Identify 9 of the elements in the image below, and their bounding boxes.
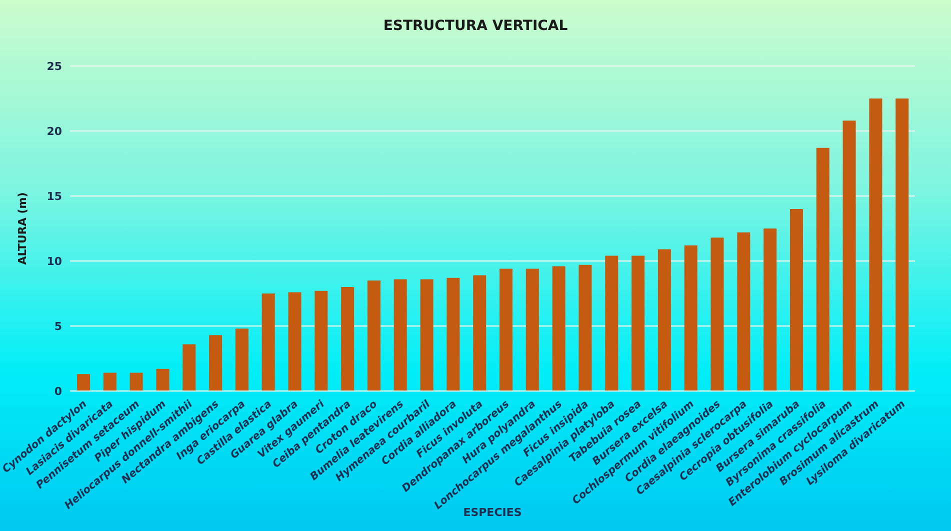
y-tick-label: 20 [46,124,62,138]
chart-title: ESTRUCTURA VERTICAL [382,18,569,34]
y-axis-title: ALTURA (m) [16,192,29,265]
x-axis-title: ESPECIES [463,506,522,519]
y-tick-label: 0 [54,384,62,398]
y-tick-label: 25 [46,60,62,73]
y-tick-label: 15 [46,190,62,203]
y-tick-label: 5 [54,320,62,333]
y-tick-label: 10 [46,254,62,268]
